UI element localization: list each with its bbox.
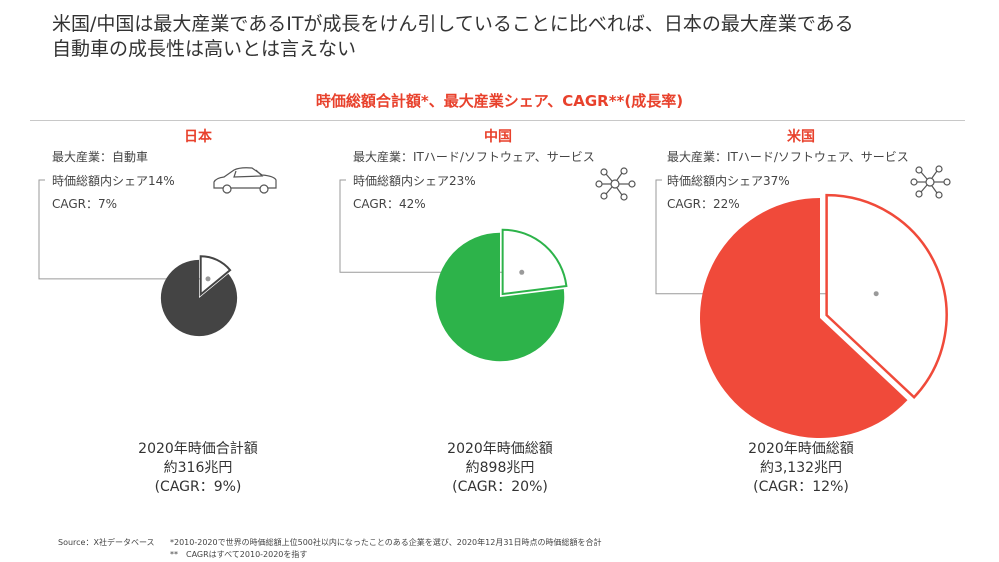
- industry-label-usa: 最大産業：ITハード/ソフトウェア、サービス: [667, 150, 909, 164]
- total-label-china: 2020年時価総額: [447, 441, 553, 457]
- total-cagr-china: (CAGR：20%): [452, 479, 548, 495]
- cagr-label-japan: CAGR：7%: [52, 197, 118, 211]
- connector-line-japan: [38, 179, 209, 280]
- connector-dot-japan: [205, 276, 211, 282]
- cagr-label-usa: CAGR：22%: [667, 197, 740, 211]
- share-label-japan: 時価総額内シェア14%: [52, 174, 175, 188]
- divider: [30, 120, 965, 121]
- connector-dot-china: [519, 269, 525, 275]
- network-icon: [595, 167, 636, 201]
- connector-dot-usa: [873, 291, 879, 297]
- industry-label-china: 最大産業：ITハード/ソフトウェア、サービス: [353, 150, 595, 164]
- pie-slice-industry-usa: [825, 193, 948, 400]
- connector-line-china: [339, 179, 522, 273]
- pie-slice-other-china: [435, 232, 565, 362]
- chart-subtitle: 時価総額合計額*、最大産業シェア、CAGR**(成長率): [315, 92, 684, 110]
- headline-line-2: 自動車の成長性は高いとは言えない: [52, 38, 357, 60]
- footnote-2: ** CAGRはすべて2010-2020を指す: [170, 550, 308, 559]
- total-value-china: 約898兆円: [465, 460, 535, 476]
- network-icon: [910, 165, 951, 199]
- headline: 米国/中国は最大産業であるITが成長をけん引していることに比べれば、日本の最大産…: [52, 12, 952, 62]
- total-usa: 2020年時価総額 約3,132兆円 (CAGR：12%): [691, 440, 911, 497]
- total-value-japan: 約316兆円: [163, 460, 233, 476]
- total-value-usa: 約3,132兆円: [759, 460, 843, 476]
- source-note: Source：X社データベース: [58, 538, 155, 547]
- share-label-usa: 時価総額内シェア37%: [667, 174, 790, 188]
- cagr-label-china: CAGR：42%: [353, 197, 426, 211]
- total-china: 2020年時価総額 約898兆円 (CAGR：20%): [390, 440, 610, 497]
- share-label-china: 時価総額内シェア23%: [353, 174, 476, 188]
- total-cagr-japan: (CAGR：9%): [154, 479, 242, 495]
- industry-label-japan: 最大産業：自動車: [52, 150, 149, 164]
- pie-slice-other-usa: [700, 198, 908, 439]
- pie-charts: [160, 193, 948, 439]
- pie-slice-industry-china: [501, 228, 568, 296]
- total-label-usa: 2020年時価総額: [748, 441, 854, 457]
- footnote-1: *2010-2020で世界の時価総額上位500社以内になったことのある企業を選び…: [170, 538, 602, 547]
- pie-slice-other-japan: [160, 259, 238, 337]
- country-label-china: 中国: [484, 129, 512, 145]
- headline-line-1: 米国/中国は最大産業であるITが成長をけん引していることに比べれば、日本の最大産…: [52, 13, 854, 35]
- total-label-japan: 2020年時価合計額: [138, 441, 258, 457]
- car-icon: [213, 167, 277, 194]
- total-japan: 2020年時価合計額 約316兆円 (CAGR：9%): [88, 440, 308, 497]
- pie-slice-industry-japan: [199, 255, 232, 297]
- country-label-japan: 日本: [184, 129, 212, 145]
- total-cagr-usa: (CAGR：12%): [753, 479, 849, 495]
- country-label-usa: 米国: [787, 129, 815, 145]
